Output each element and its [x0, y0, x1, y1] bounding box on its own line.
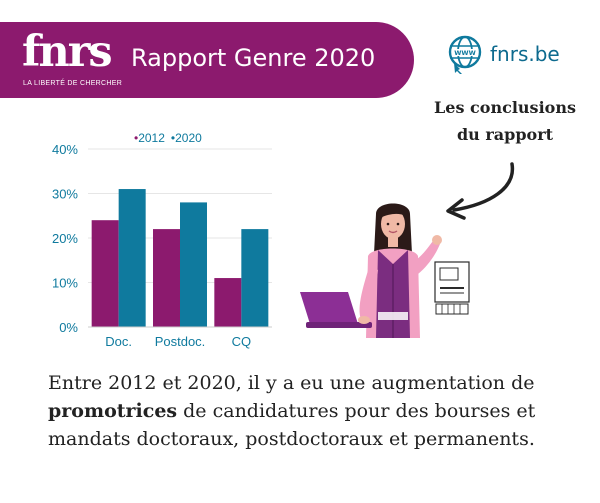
bar-2020-3	[241, 229, 269, 327]
y-tick-label: 20%	[52, 231, 78, 246]
callout-line-2: du rapport	[456, 125, 554, 144]
website-link[interactable]: WWW fnrs.be	[446, 34, 560, 74]
y-tick-label: 0%	[59, 320, 78, 335]
paragraph-text-1: Entre 2012 et 2020, il y a eu une augmen…	[48, 372, 535, 394]
x-category-label: Postdoc.	[155, 334, 206, 349]
legend-label: 2012	[138, 131, 165, 145]
fnrs-logo[interactable]: fnrs LA LIBERTÉ DE CHERCHER	[22, 27, 123, 90]
globe-icon: WWW	[448, 35, 482, 74]
y-tick-label: 40%	[52, 142, 78, 157]
bar-2012-3	[214, 278, 242, 327]
globe-www-label: WWW	[454, 49, 476, 57]
cursor-icon	[454, 63, 462, 74]
y-tick-label: 30%	[52, 187, 78, 202]
bar-2020-1	[118, 189, 146, 327]
x-category-label: Doc.	[105, 334, 132, 349]
header-banner: fnrs LA LIBERTÉ DE CHERCHER Rapport Genr…	[0, 22, 414, 98]
woman-with-laptop-illustration	[300, 203, 470, 338]
callout-line-1: Les conclusions	[434, 98, 576, 117]
paragraph-text-2: de candidatures pour des bourses et mand…	[48, 400, 536, 450]
legend-marker: •	[171, 131, 175, 145]
x-category-label: CQ	[232, 334, 252, 349]
paragraph-emphasis: promotrices	[48, 400, 178, 422]
legend-marker: •	[134, 131, 138, 145]
summary-paragraph: Entre 2012 et 2020, il y a eu une augmen…	[48, 369, 568, 453]
logo-tagline: LA LIBERTÉ DE CHERCHER	[23, 80, 123, 87]
legend-label: 2020	[175, 131, 202, 145]
bar-2020-2	[180, 202, 207, 327]
curved-arrow-icon	[446, 162, 515, 220]
bar-2012-2	[153, 229, 180, 327]
y-tick-label: 10%	[52, 276, 78, 291]
bar-2012-1	[91, 220, 119, 327]
website-url: fnrs.be	[490, 42, 560, 66]
chart-legend: •2012 •2020	[134, 131, 202, 145]
logo-wordmark: fnrs	[22, 27, 113, 77]
conclusions-callout: Les conclusions du rapport	[410, 94, 600, 148]
page-title: Rapport Genre 2020	[131, 44, 376, 72]
